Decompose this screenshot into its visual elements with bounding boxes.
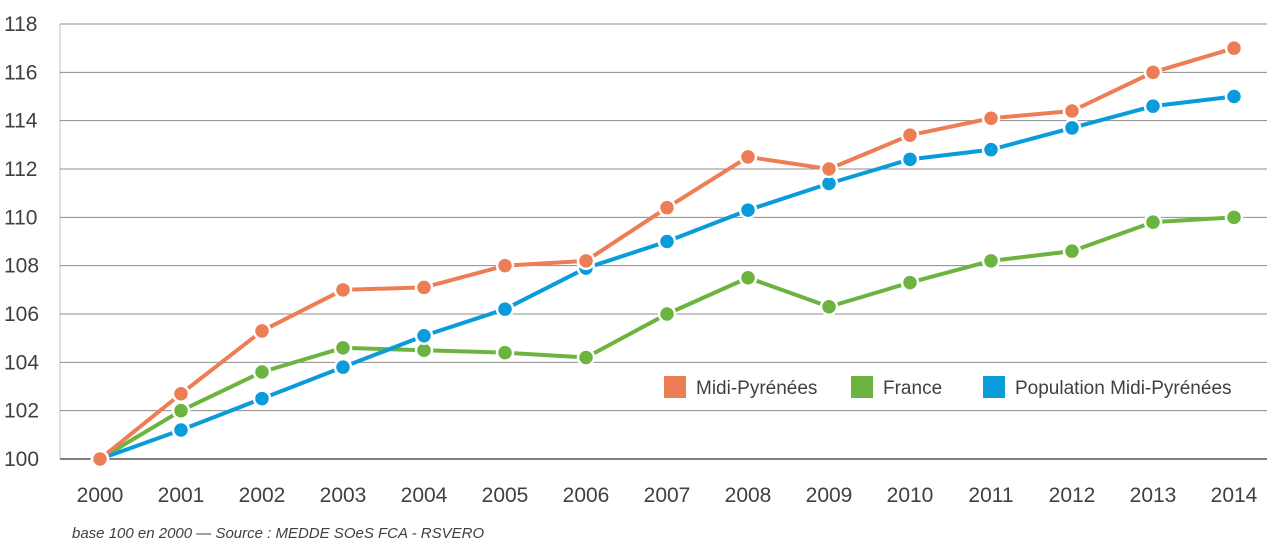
- x-tick-label: 2011: [968, 484, 1013, 507]
- legend-label: France: [883, 378, 942, 399]
- data-point: [414, 326, 434, 345]
- data-point: [333, 280, 353, 300]
- data-point: [1062, 241, 1082, 261]
- legend-item: Population Midi-Pyrénées: [983, 376, 1232, 399]
- data-point: [90, 449, 110, 469]
- legend-swatch: [983, 376, 1005, 398]
- data-point: [252, 389, 272, 408]
- y-tick-label: 106: [4, 303, 39, 326]
- y-tick-label: 118: [4, 13, 37, 36]
- data-point: [657, 304, 677, 324]
- legend: Midi-Pyrénées France Population Midi-Pyrén…: [664, 376, 1232, 399]
- series-midi-pyrenees: [90, 38, 1244, 469]
- y-tick-label: 116: [4, 61, 37, 84]
- x-tick-label: 2006: [563, 484, 610, 507]
- y-tick-label: 114: [4, 110, 38, 133]
- x-tick-label: 2000: [77, 484, 124, 507]
- data-point: [900, 125, 920, 145]
- x-tick-label: 2010: [887, 484, 934, 507]
- data-point: [981, 140, 1001, 159]
- data-point: [657, 198, 677, 217]
- y-axis-tick-labels: 100 102 104 106 108 110 112 114 116 118: [4, 13, 39, 471]
- data-point: [171, 401, 191, 420]
- legend-swatch: [851, 376, 873, 398]
- data-point: [495, 299, 515, 319]
- x-tick-label: 2007: [644, 484, 691, 507]
- data-point: [900, 273, 920, 292]
- data-point: [819, 297, 839, 316]
- legend-label: Midi-Pyrénées: [696, 378, 817, 399]
- data-point: [171, 384, 191, 403]
- data-point: [738, 147, 758, 167]
- y-tick-label: 102: [4, 400, 39, 423]
- series-lines: [90, 38, 1244, 469]
- y-tick-label: 100: [4, 448, 39, 471]
- data-point: [333, 357, 353, 377]
- data-point: [981, 109, 1001, 128]
- data-point: [1224, 38, 1244, 58]
- data-point: [414, 278, 434, 297]
- x-tick-label: 2005: [482, 484, 529, 507]
- data-point: [900, 150, 920, 169]
- x-axis-tick-labels: 2000 2001 2002 2003 2004 2005 2006 2007 2008 2009…: [77, 484, 1258, 507]
- data-point: [981, 251, 1001, 271]
- legend-label: Population Midi-Pyrénées: [1015, 378, 1232, 399]
- data-point: [252, 321, 272, 341]
- series-line: [98, 94, 1236, 461]
- y-tick-label: 108: [4, 255, 39, 278]
- data-point: [1143, 63, 1163, 82]
- data-point: [738, 200, 758, 220]
- data-point: [1224, 87, 1244, 106]
- source-note: base 100 en 2000 — Source : MEDDE SOeS F…: [72, 525, 485, 542]
- legend-item: France: [851, 376, 942, 399]
- data-point: [738, 268, 758, 287]
- x-tick-label: 2013: [1130, 484, 1177, 507]
- data-point: [657, 232, 677, 251]
- y-tick-label: 110: [4, 206, 37, 229]
- data-point: [819, 159, 839, 179]
- x-tick-label: 2012: [1049, 484, 1096, 507]
- x-tick-label: 2009: [806, 484, 853, 507]
- x-tick-label: 2002: [239, 484, 286, 507]
- data-point: [495, 343, 515, 362]
- data-point: [333, 338, 353, 358]
- x-tick-label: 2001: [158, 484, 205, 507]
- data-point: [576, 348, 596, 367]
- data-point: [576, 251, 596, 271]
- data-point: [1062, 101, 1082, 121]
- legend-swatch: [664, 376, 686, 398]
- data-point: [1062, 118, 1082, 138]
- data-point: [1143, 96, 1163, 116]
- data-point: [1224, 208, 1244, 227]
- data-point: [171, 420, 191, 440]
- data-point: [495, 256, 515, 275]
- data-point: [252, 362, 272, 382]
- x-tick-label: 2004: [401, 484, 448, 507]
- y-tick-label: 112: [4, 158, 37, 181]
- x-tick-label: 2008: [725, 484, 772, 507]
- y-tick-label: 104: [4, 351, 39, 374]
- legend-item: Midi-Pyrénées: [664, 376, 817, 399]
- x-tick-label: 2014: [1211, 484, 1258, 507]
- x-tick-label: 2003: [320, 484, 367, 507]
- data-point: [1143, 212, 1163, 232]
